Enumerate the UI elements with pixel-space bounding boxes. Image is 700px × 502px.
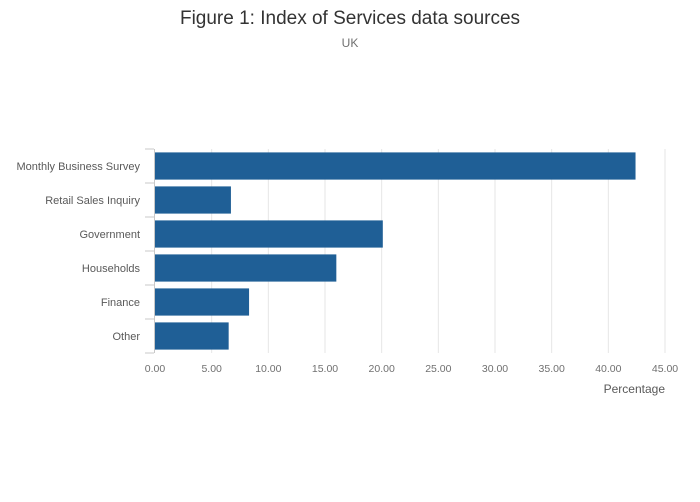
x-tick-label: 15.00 <box>312 363 338 375</box>
x-tick-label: 40.00 <box>595 363 621 375</box>
bar <box>155 152 636 180</box>
bars <box>155 152 636 350</box>
bar <box>155 254 337 282</box>
category-label: Households <box>82 263 141 275</box>
x-tick-label: 45.00 <box>652 363 678 375</box>
category-label: Finance <box>101 297 140 309</box>
bar <box>155 288 250 316</box>
x-tick-label: 35.00 <box>539 363 565 375</box>
x-tick-label: 0.00 <box>145 363 166 375</box>
category-label: Government <box>79 229 140 241</box>
category-labels: Monthly Business Survey Retail Sales Inqu… <box>17 161 141 343</box>
x-tick-label: 25.00 <box>425 363 451 375</box>
x-axis-title: Percentage <box>604 382 666 396</box>
x-tick-label: 5.00 <box>201 363 222 375</box>
category-label: Other <box>112 331 140 343</box>
y-axis <box>145 148 155 354</box>
gridlines <box>211 149 666 353</box>
x-axis-ticks: 0.00 5.00 10.00 15.00 20.00 25.00 30.00 35.00 40… <box>145 363 679 375</box>
x-tick-label: 20.00 <box>369 363 395 375</box>
category-label: Retail Sales Inquiry <box>45 195 140 207</box>
bar <box>155 186 231 214</box>
category-label: Monthly Business Survey <box>17 161 141 173</box>
x-tick-label: 30.00 <box>482 363 508 375</box>
x-tick-label: 10.00 <box>255 363 281 375</box>
bar <box>155 220 383 248</box>
chart-title: Figure 1: Index of Services data sources <box>180 8 520 29</box>
chart-subtitle: UK <box>342 36 359 50</box>
bar <box>155 322 229 350</box>
